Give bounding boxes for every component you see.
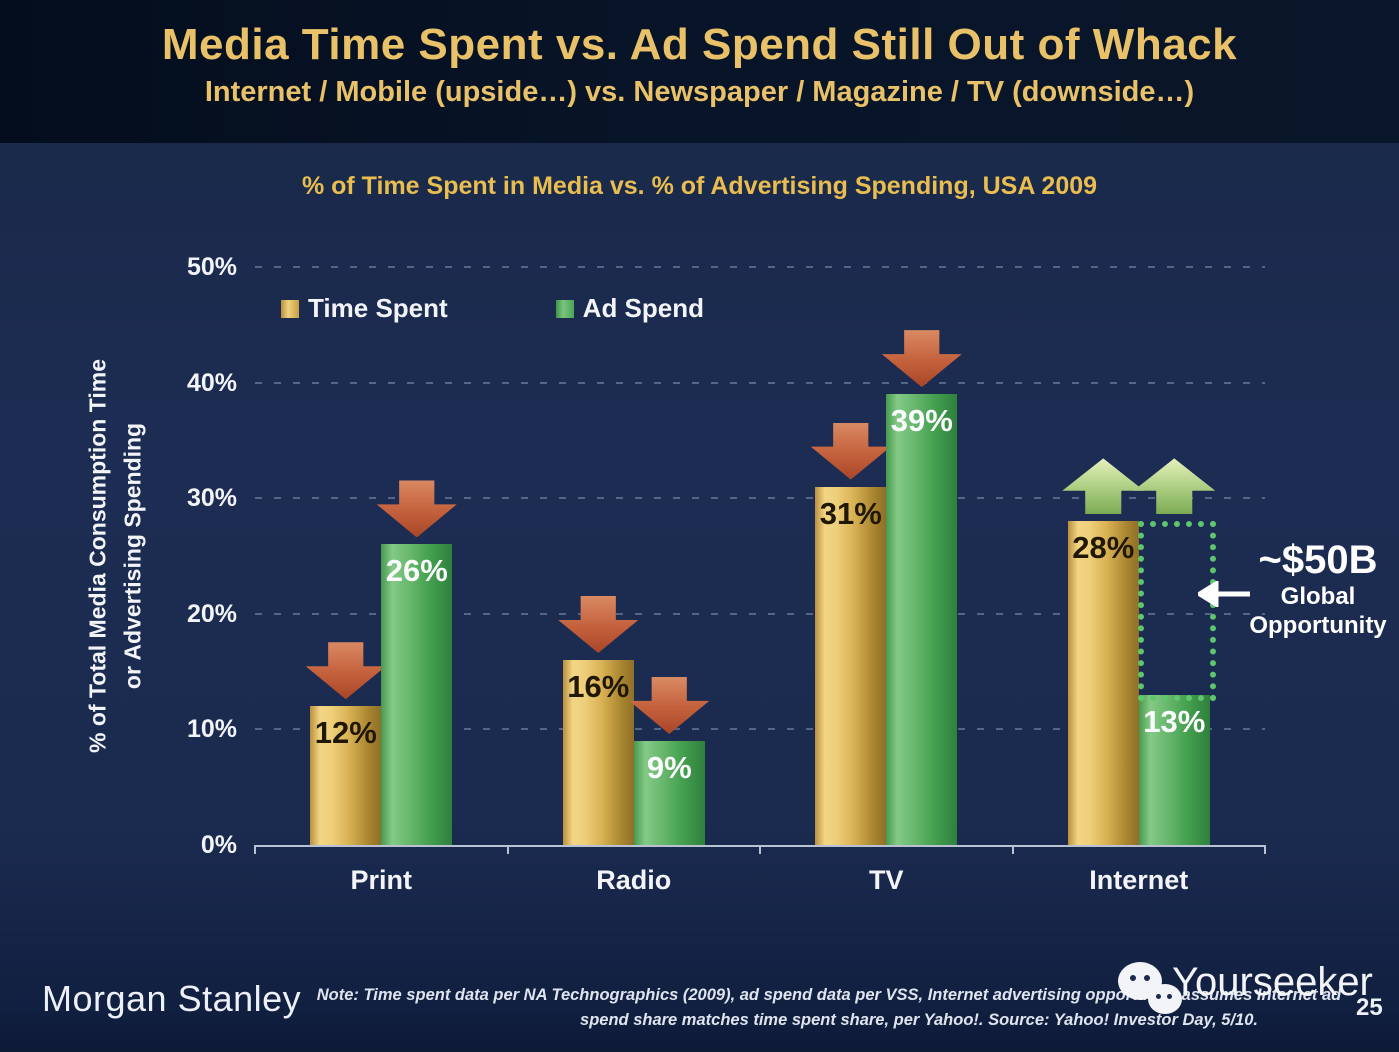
annotation-line2: Opportunity	[1249, 611, 1387, 639]
annotation-line1: Global	[1280, 583, 1356, 610]
bar-value-label: 28%	[1072, 530, 1135, 566]
gridline-50%	[255, 266, 1265, 268]
green-up-arrow-icon	[1133, 458, 1216, 515]
x-axis-tick	[1264, 845, 1266, 854]
slide-title: Media Time Spent vs. Ad Spend Still Out …	[161, 20, 1238, 69]
bar-value-label: 9%	[646, 749, 692, 785]
y-tick-label-50%: 50%	[186, 253, 237, 281]
red-down-arrow-icon	[881, 330, 962, 388]
legend-label-ad-spend: Ad Spend	[582, 293, 705, 323]
category-label-tv: TV	[868, 865, 904, 895]
page-number: 25	[1356, 994, 1383, 1021]
y-tick-label-40%: 40%	[186, 368, 237, 397]
bar-tv-ad-spend: 39%	[886, 394, 958, 845]
bar-tv-time-spent: 31%	[815, 486, 887, 845]
red-down-arrow-icon	[558, 596, 639, 654]
wechat-icon-small-bubble	[1148, 984, 1182, 1014]
watermark: Yourseeker	[1112, 956, 1373, 1026]
y-axis-title: % of Total Media Consumption Time or Adv…	[81, 359, 150, 753]
bar-print-ad-spend: 26%	[381, 544, 453, 845]
legend-swatch-green	[555, 299, 574, 318]
x-axis-tick	[254, 845, 256, 854]
bar-value-label: 12%	[314, 715, 377, 751]
watermark-text: Yourseeker	[1172, 960, 1373, 1004]
y-axis-title-line2: or Advertising Spending	[119, 422, 145, 690]
source-note-line2: spend share matches time spent share, pe…	[580, 1010, 1258, 1029]
red-down-arrow-icon	[629, 676, 710, 734]
bar-value-label: 13%	[1143, 703, 1206, 739]
y-tick-label-10%: 10%	[186, 715, 237, 744]
annotation-left-arrow-icon	[1198, 581, 1250, 607]
global-opportunity-annotation: ~$50B Global Opportunity	[1238, 538, 1398, 641]
red-down-arrow-icon	[810, 422, 891, 480]
y-tick-label-20%: 20%	[186, 599, 237, 628]
bar-group-internet: 28% 13%	[1013, 267, 1266, 845]
bar-internet-ad-spend: 13%	[1138, 694, 1210, 845]
morgan-stanley-logo: Morgan Stanley	[42, 978, 302, 1019]
source-note: Note: Time spent data per NA Technograph…	[300, 983, 1358, 1033]
category-label-internet: Internet	[1089, 865, 1189, 895]
chart-title: % of Time Spent in Media vs. % of Advert…	[301, 172, 1098, 200]
red-down-arrow-icon	[376, 480, 457, 538]
annotation-value: ~$50B	[1258, 538, 1378, 582]
y-tick-label-30%: 30%	[186, 484, 237, 513]
category-label-print: Print	[350, 865, 412, 895]
gridline-20%	[255, 612, 1265, 615]
bar-group-radio: 16% 9%	[508, 267, 761, 845]
gridline-30%	[255, 497, 1265, 500]
opportunity-gap-box	[1137, 521, 1216, 701]
bar-value-label: 31%	[819, 495, 882, 531]
category-label-radio: Radio	[596, 865, 672, 895]
bar-value-label: 26%	[385, 553, 448, 589]
red-down-arrow-icon	[305, 642, 386, 700]
plot-area: Time Spent Ad Spend 0% 10% 20% 30% 40% 50% Pri…	[187, 253, 1266, 895]
bar-value-label: 16%	[567, 669, 630, 705]
legend-label-time-spent: Time Spent	[308, 293, 448, 323]
x-axis-tick	[1011, 845, 1014, 854]
bar-radio-ad-spend: 9%	[633, 740, 705, 845]
bar-internet-time-spent: 28%	[1067, 521, 1139, 845]
green-up-arrow-icon	[1062, 458, 1145, 515]
y-axis-title-line1: % of Total Media Consumption Time	[84, 359, 111, 753]
chart-legend: Time Spent Ad Spend	[281, 293, 704, 324]
x-axis-tick	[759, 845, 761, 854]
gridline-10%	[255, 728, 1265, 731]
bar-print-time-spent: 12%	[310, 706, 382, 845]
source-note-line1: Note: Time spent data per NA Technograph…	[316, 986, 1342, 1004]
gridline-40%	[255, 381, 1265, 384]
slide-header: Media Time Spent vs. Ad Spend Still Out …	[0, 0, 1399, 143]
y-tick-label-0%: 0%	[200, 831, 237, 859]
bar-radio-time-spent: 16%	[562, 660, 634, 845]
slide-subtitle: Internet / Mobile (upside…) vs. Newspape…	[204, 76, 1195, 108]
legend-item-time-spent: Time Spent	[281, 293, 448, 324]
bar-group-tv: 31% 39%	[760, 267, 1013, 845]
bar-group-print: 12% 26%	[255, 267, 508, 845]
bar-value-label: 39%	[890, 403, 953, 439]
x-axis-tick	[506, 845, 509, 854]
legend-item-ad-spend: Ad Spend	[555, 293, 705, 324]
legend-swatch-gold	[281, 299, 299, 318]
